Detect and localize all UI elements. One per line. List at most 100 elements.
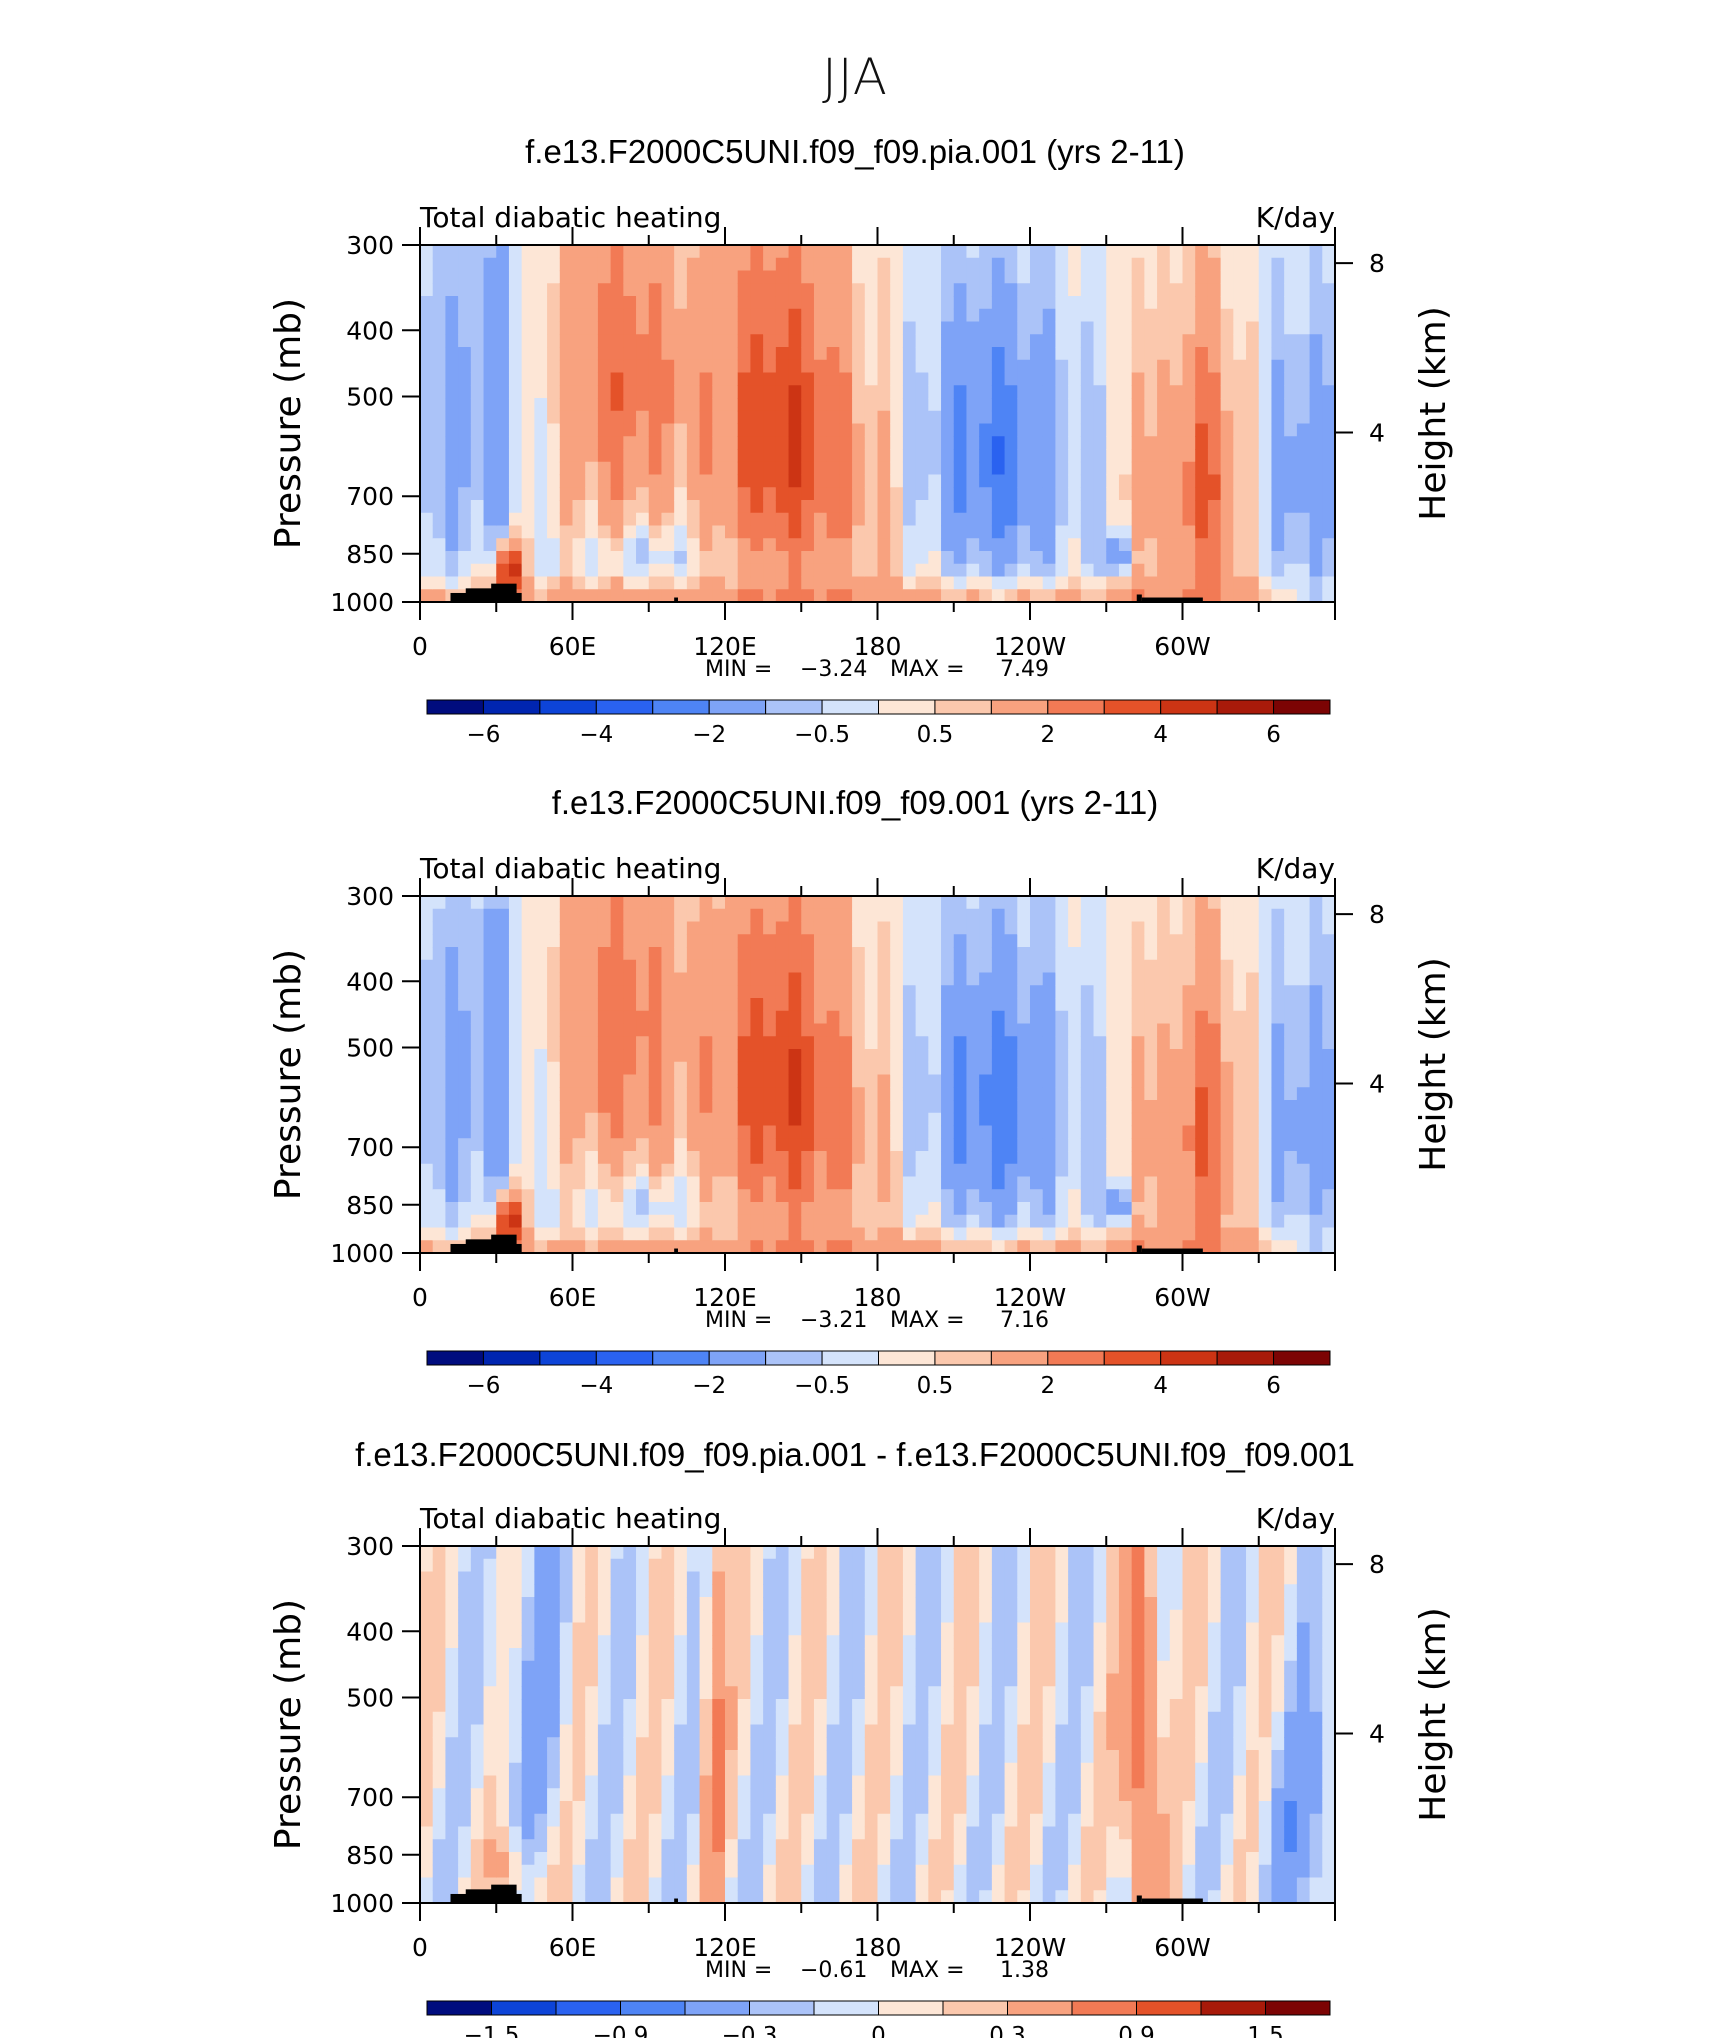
heatmap-cell bbox=[432, 1660, 447, 1675]
heatmap-cell bbox=[559, 589, 574, 603]
heatmap-cell bbox=[1093, 385, 1107, 399]
heatmap-cell bbox=[725, 576, 739, 590]
heatmap-cell bbox=[1093, 998, 1107, 1012]
heatmap-cell bbox=[941, 921, 955, 935]
heatmap-cell bbox=[483, 1061, 497, 1076]
heatmap-cell bbox=[508, 1151, 523, 1165]
heatmap-cell bbox=[1296, 908, 1311, 923]
heatmap-cell bbox=[750, 1609, 764, 1624]
heatmap-cell bbox=[508, 1049, 523, 1063]
heatmap-cell bbox=[432, 1699, 447, 1713]
heatmap-cell bbox=[1322, 283, 1336, 297]
heatmap-cell bbox=[1207, 321, 1222, 335]
heatmap-cell bbox=[712, 512, 726, 527]
heatmap-cell bbox=[686, 1176, 701, 1190]
heatmap-cell bbox=[979, 436, 993, 450]
heatmap-cell bbox=[1118, 436, 1133, 450]
heatmap-cell bbox=[1246, 998, 1260, 1012]
heatmap-cell bbox=[1144, 1125, 1158, 1139]
heatmap-cell bbox=[1220, 921, 1234, 935]
heatmap-cell bbox=[801, 985, 815, 999]
heatmap-cell bbox=[839, 1087, 853, 1101]
heatmap-cell bbox=[1233, 1240, 1247, 1254]
heatmap-cell bbox=[648, 1813, 663, 1828]
heatmap-cell bbox=[1080, 934, 1095, 948]
heatmap-cell bbox=[864, 1112, 879, 1127]
heatmap-cell bbox=[1055, 1163, 1069, 1178]
heatmap-cell bbox=[597, 474, 612, 488]
heatmap-cell bbox=[941, 998, 955, 1012]
heatmap-cell bbox=[623, 1864, 637, 1879]
heatmap-cell bbox=[623, 474, 637, 488]
heatmap-cell bbox=[839, 896, 853, 910]
heatmap-cell bbox=[1093, 589, 1107, 603]
heatmap-cell bbox=[1309, 1189, 1323, 1203]
heatmap-cell bbox=[890, 1112, 904, 1127]
heatmap-cell bbox=[547, 1852, 561, 1866]
heatmap-cell bbox=[470, 1864, 485, 1879]
heatmap-cell bbox=[979, 576, 993, 590]
heatmap-cell bbox=[1246, 1112, 1260, 1127]
heatmap-cell bbox=[623, 512, 637, 527]
heatmap-cell bbox=[839, 385, 853, 399]
heatmap-cell bbox=[1042, 896, 1057, 910]
heatmap-cell bbox=[941, 1061, 955, 1076]
heatmap-cell bbox=[636, 1558, 650, 1573]
heatmap-cell bbox=[826, 372, 840, 386]
heatmap-cell bbox=[496, 461, 510, 476]
heatmap-cell bbox=[877, 1163, 891, 1178]
heatmap-cell bbox=[585, 1023, 599, 1037]
heatmap-cell bbox=[877, 563, 891, 578]
heatmap-cell bbox=[890, 398, 904, 412]
heatmap-cell bbox=[508, 1635, 523, 1649]
heatmap-cell bbox=[1017, 500, 1031, 514]
heatmap-cell bbox=[661, 563, 675, 578]
heatmap-cell bbox=[1233, 589, 1247, 603]
heatmap-cell bbox=[521, 1839, 535, 1853]
heatmap-cell bbox=[1169, 359, 1184, 374]
heatmap-cell bbox=[1055, 1176, 1069, 1190]
heatmap-cell bbox=[915, 947, 929, 961]
heatmap-cell bbox=[572, 283, 586, 297]
heatmap-cell bbox=[547, 398, 561, 412]
heatmap-cell bbox=[1182, 998, 1196, 1012]
heatmap-cell bbox=[483, 896, 497, 910]
heatmap-cell bbox=[1258, 270, 1273, 284]
heatmap-cell bbox=[902, 1023, 917, 1037]
heatmap-cell bbox=[775, 1227, 790, 1241]
heatmap-cell bbox=[521, 1801, 535, 1815]
heatmap-cell bbox=[1271, 1240, 1285, 1254]
y2-tick-label: 4 bbox=[1369, 1070, 1385, 1099]
heatmap-cell bbox=[1080, 1214, 1095, 1229]
heatmap-cell bbox=[902, 296, 917, 310]
heatmap-cell bbox=[775, 257, 790, 272]
heatmap-cell bbox=[1157, 934, 1171, 948]
heatmap-cell bbox=[470, 321, 485, 335]
heatmap-cell bbox=[1258, 1023, 1273, 1037]
heatmap-cell bbox=[585, 1571, 599, 1585]
heatmap-cell bbox=[521, 321, 535, 335]
heatmap-cell bbox=[470, 1813, 485, 1828]
heatmap-cell bbox=[1322, 1061, 1336, 1076]
heatmap-cell bbox=[1157, 972, 1171, 986]
heatmap-cell bbox=[1258, 1176, 1273, 1190]
heatmap-cell bbox=[1258, 436, 1273, 450]
heatmap-cell bbox=[420, 1061, 434, 1076]
heatmap-cell bbox=[1055, 436, 1069, 450]
heatmap-cell bbox=[826, 257, 840, 272]
heatmap-cell bbox=[648, 1864, 663, 1879]
heatmap-cell bbox=[458, 257, 472, 272]
heatmap-cell bbox=[1296, 512, 1311, 527]
heatmap-cell bbox=[470, 1750, 485, 1764]
heatmap-cell bbox=[547, 1890, 561, 1904]
heatmap-cell bbox=[699, 1635, 713, 1649]
heatmap-cell bbox=[737, 525, 752, 539]
heatmap-cell bbox=[470, 1801, 485, 1815]
heatmap-cell bbox=[420, 1049, 434, 1063]
heatmap-cell bbox=[521, 512, 535, 527]
heatmap-cell bbox=[1131, 934, 1145, 948]
heatmap-cell bbox=[572, 1571, 586, 1585]
heatmap-cell bbox=[547, 1648, 561, 1662]
heatmap-cell bbox=[674, 1061, 688, 1076]
heatmap-cell bbox=[1169, 1125, 1184, 1139]
